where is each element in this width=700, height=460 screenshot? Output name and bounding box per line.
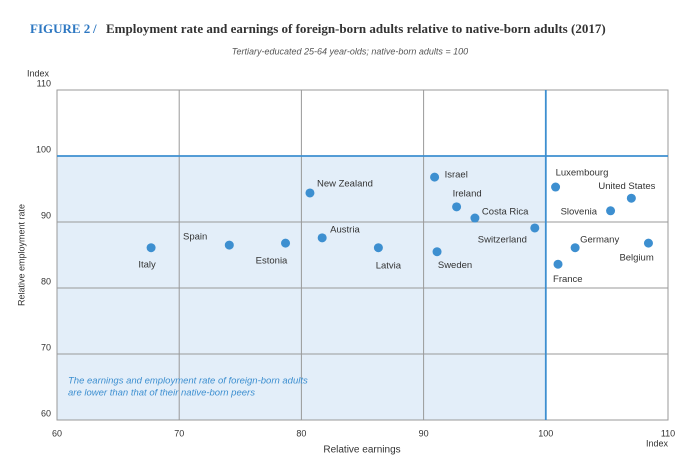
point	[626, 193, 636, 203]
point	[470, 213, 480, 223]
point	[146, 243, 156, 253]
point-label: Luxembourg	[556, 168, 609, 179]
annotation: are lower than that of their native-born…	[68, 388, 255, 399]
point	[643, 238, 653, 248]
y-tick-label: 90	[41, 210, 51, 220]
point	[553, 259, 563, 269]
annotation: The earnings and employment rate of fore…	[68, 376, 308, 387]
point-label: Belgium	[619, 253, 653, 264]
point-label: Ireland	[453, 188, 482, 199]
y-axis-label: Relative employment rate	[16, 204, 26, 306]
point	[551, 182, 561, 192]
x-tick-label: 100	[538, 428, 553, 438]
x-axis-label: Relative earnings	[323, 445, 400, 456]
point	[373, 243, 383, 253]
y-unit: Index	[27, 68, 50, 78]
point	[281, 238, 291, 248]
point-label: United States	[598, 181, 655, 192]
point	[224, 240, 234, 250]
y-tick-label: 100	[36, 144, 51, 154]
point-label: Germany	[580, 234, 619, 245]
x-tick-label: 80	[296, 428, 306, 438]
point-label: Estonia	[256, 256, 288, 267]
point-label: Sweden	[438, 260, 472, 271]
point	[606, 206, 616, 216]
point-label: Spain	[183, 232, 207, 243]
point-label: Israel	[445, 170, 468, 181]
chart-title: Employment rate and earnings of foreign-…	[106, 21, 606, 36]
x-tick-label: 70	[174, 428, 184, 438]
point	[430, 172, 440, 182]
point	[432, 247, 442, 257]
point-label: Austria	[330, 224, 360, 235]
point	[452, 202, 462, 212]
x-tick-label: 90	[419, 428, 429, 438]
point	[570, 243, 580, 253]
x-unit: Index	[646, 438, 669, 448]
x-tick-label: 60	[52, 428, 62, 438]
y-tick-label: 110	[37, 78, 51, 88]
separator: /	[92, 21, 97, 36]
x-tick-label: 110	[661, 428, 675, 438]
subtitle: Tertiary-educated 25-64 year-olds; nativ…	[232, 46, 468, 56]
y-tick-label: 60	[41, 408, 51, 418]
point-label: Slovenia	[561, 206, 598, 217]
point-label: Switzerland	[478, 234, 527, 245]
point	[530, 223, 540, 233]
point-label: France	[553, 274, 583, 285]
point-label: Italy	[138, 259, 156, 270]
point	[305, 188, 315, 198]
y-tick-label: 80	[41, 276, 51, 286]
point-label: New Zealand	[317, 178, 373, 189]
point-label: Latvia	[376, 260, 402, 271]
y-tick-label: 70	[41, 342, 51, 352]
figure-label: FIGURE 2	[30, 21, 90, 36]
point	[317, 233, 327, 243]
point-label: Costa Rica	[482, 207, 529, 218]
